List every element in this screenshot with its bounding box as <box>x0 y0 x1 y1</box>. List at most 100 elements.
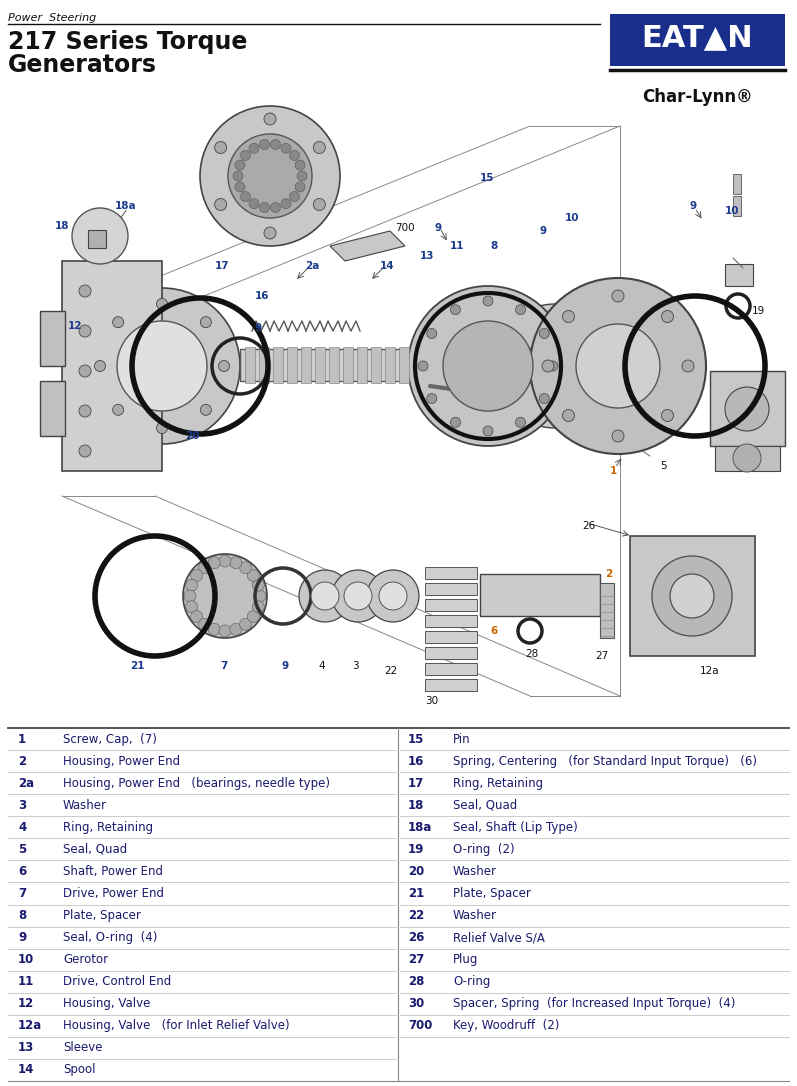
Text: 17: 17 <box>408 776 424 790</box>
Circle shape <box>198 561 210 573</box>
Text: 18a: 18a <box>408 821 433 834</box>
Circle shape <box>542 359 554 372</box>
Bar <box>329 348 339 383</box>
Text: 27: 27 <box>408 954 424 967</box>
Circle shape <box>240 561 252 573</box>
Circle shape <box>733 444 761 472</box>
Circle shape <box>540 328 549 339</box>
Circle shape <box>240 618 252 630</box>
Circle shape <box>200 106 340 247</box>
Circle shape <box>493 304 617 428</box>
Bar <box>733 174 741 194</box>
Circle shape <box>662 409 673 421</box>
Bar <box>425 599 477 611</box>
Text: 12a: 12a <box>700 666 720 675</box>
Bar <box>88 230 106 248</box>
Bar <box>630 536 755 656</box>
Text: Ring, Retaining: Ring, Retaining <box>453 776 543 790</box>
Text: Housing, Power End: Housing, Power End <box>63 755 180 768</box>
Text: Seal, O-ring  (4): Seal, O-ring (4) <box>63 931 157 944</box>
Text: 11: 11 <box>450 241 465 251</box>
Circle shape <box>117 321 207 411</box>
Text: Gerotor: Gerotor <box>63 954 108 967</box>
Circle shape <box>112 404 124 415</box>
Circle shape <box>253 601 265 613</box>
Circle shape <box>112 317 124 328</box>
Circle shape <box>95 361 105 371</box>
Circle shape <box>299 570 351 622</box>
Circle shape <box>612 430 624 442</box>
Text: Seal, Quad: Seal, Quad <box>453 798 517 811</box>
Circle shape <box>548 361 558 371</box>
Text: Washer: Washer <box>453 909 497 922</box>
Bar <box>62 261 162 471</box>
Text: Spacer, Spring  (for Increased Input Torque)  (4): Spacer, Spring (for Increased Input Torq… <box>453 997 736 1010</box>
Circle shape <box>241 151 250 161</box>
Text: Drive, Power End: Drive, Power End <box>63 887 164 900</box>
Circle shape <box>156 299 167 310</box>
Text: 14: 14 <box>380 261 395 272</box>
Text: 4: 4 <box>318 661 324 671</box>
Circle shape <box>725 387 769 431</box>
Circle shape <box>184 590 196 602</box>
Text: 3: 3 <box>352 661 359 671</box>
Circle shape <box>79 405 91 417</box>
Text: Spool: Spool <box>63 1063 96 1076</box>
Bar <box>425 567 477 579</box>
Text: 15: 15 <box>408 733 424 745</box>
Circle shape <box>332 570 384 622</box>
Circle shape <box>186 601 198 613</box>
Bar <box>480 574 600 616</box>
Circle shape <box>516 305 525 315</box>
Circle shape <box>344 582 372 610</box>
Bar <box>399 348 409 383</box>
Bar <box>725 264 753 286</box>
Circle shape <box>228 134 312 218</box>
Circle shape <box>198 618 210 630</box>
Text: Plug: Plug <box>453 954 478 967</box>
Circle shape <box>264 113 276 125</box>
Circle shape <box>426 328 437 339</box>
Text: 26: 26 <box>408 931 424 944</box>
Bar <box>710 371 785 446</box>
Text: 2a: 2a <box>305 261 320 272</box>
Bar <box>385 348 395 383</box>
Circle shape <box>235 160 245 171</box>
Circle shape <box>530 278 706 454</box>
Circle shape <box>408 286 568 446</box>
Circle shape <box>233 171 243 181</box>
Circle shape <box>670 574 714 618</box>
Circle shape <box>247 569 259 581</box>
Bar <box>425 615 477 627</box>
Circle shape <box>214 141 226 153</box>
Text: Drive, Control End: Drive, Control End <box>63 975 171 988</box>
Bar <box>600 583 614 637</box>
Circle shape <box>652 556 732 636</box>
Text: 18: 18 <box>408 798 424 811</box>
Circle shape <box>540 393 549 404</box>
Circle shape <box>200 404 211 415</box>
Circle shape <box>208 557 220 569</box>
Text: 2a: 2a <box>18 776 34 790</box>
Text: 9: 9 <box>540 226 547 236</box>
Circle shape <box>235 182 245 192</box>
Circle shape <box>79 285 91 296</box>
Text: 27: 27 <box>595 651 608 661</box>
Text: 9: 9 <box>282 661 289 671</box>
Circle shape <box>249 199 259 209</box>
Circle shape <box>525 336 585 396</box>
Text: 16: 16 <box>408 755 424 768</box>
Circle shape <box>418 361 428 371</box>
Circle shape <box>563 311 575 323</box>
Text: O-ring  (2): O-ring (2) <box>453 843 515 856</box>
Text: 6: 6 <box>490 626 497 636</box>
Text: 2: 2 <box>605 569 612 579</box>
Circle shape <box>483 296 493 306</box>
Circle shape <box>214 199 226 211</box>
Circle shape <box>264 227 276 239</box>
Circle shape <box>84 288 240 444</box>
Bar <box>440 354 620 376</box>
Circle shape <box>230 557 241 569</box>
Circle shape <box>563 409 575 421</box>
Text: Screw, Cap,  (7): Screw, Cap, (7) <box>63 733 157 745</box>
